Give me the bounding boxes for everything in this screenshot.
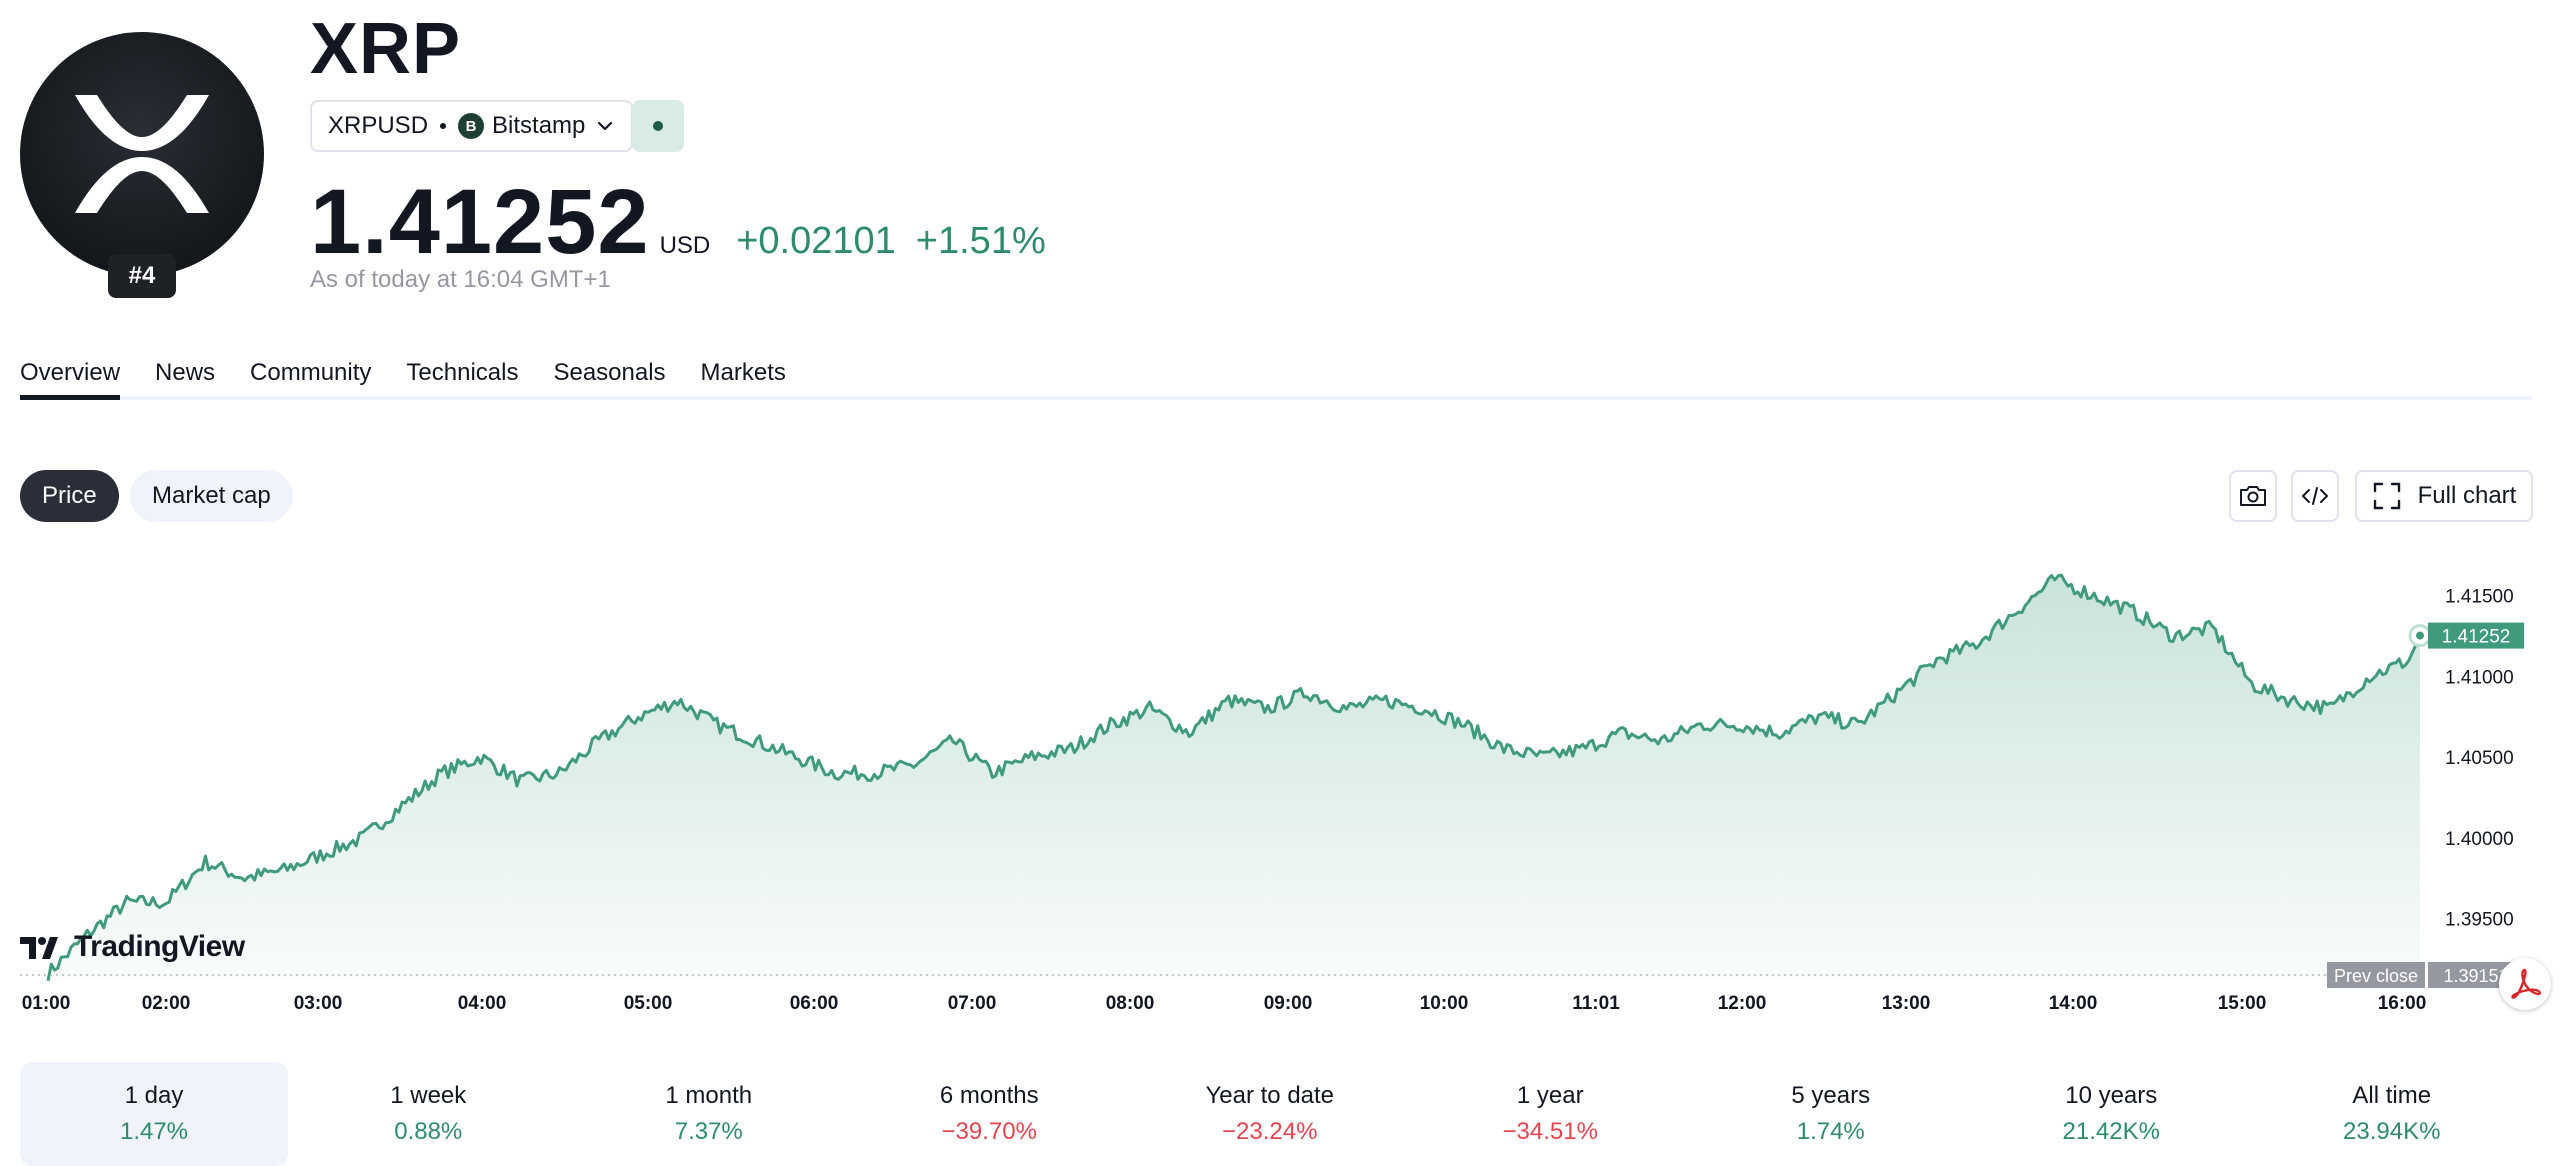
symbol-title: XRP [310,9,462,89]
y-tick-label: 1.40500 [2445,748,2514,769]
x-tick-label: 14:00 [2049,993,2098,1014]
rank-badge: #4 [108,254,176,298]
x-tick-label: 02:00 [142,993,191,1014]
period-value: 1.47% [119,1118,189,1145]
y-tick-label: 1.40000 [2445,829,2514,850]
performance-periods: 1 day 1.47% 1 week 0.88% 1 month 7.37% 6… [20,1062,2532,1166]
period-all-time[interactable]: All time 23.94K% [2252,1062,2533,1166]
embed-button[interactable] [2291,470,2339,522]
acrobat-icon [2511,968,2541,999]
x-tick-label: 16:00 [2378,993,2427,1014]
full-chart-button[interactable]: Full chart [2355,470,2533,522]
x-tick-label: 08:00 [1106,993,1155,1014]
period-label: 1 week [390,1082,467,1109]
status-dot-icon [653,121,663,131]
bitstamp-icon: B [458,113,485,139]
tradingview-logo[interactable]: TradingView [20,930,245,964]
x-tick-label: 07:00 [948,993,997,1014]
prev-close-tag [2327,961,2425,988]
period-value: 21.42K% [2062,1118,2160,1145]
price-change-percent: +1.51% [915,220,1046,262]
y-tick-label: 1.41000 [2445,667,2514,688]
x-tick-label: 01:00 [22,993,71,1014]
period-label: 1 year [1516,1082,1584,1109]
x-tick-label: 10:00 [1420,993,1469,1014]
x-tick-label: 09:00 [1264,993,1313,1014]
period-value: 7.37% [674,1118,743,1145]
last-price-dot [2416,631,2424,640]
price-series-line [46,573,2422,982]
period-value: 0.88% [394,1118,463,1145]
last-price: 1.41252 [310,171,650,273]
price-area-fill [48,575,2420,981]
period-label: 6 months [939,1082,1039,1109]
prev-close-tag-text: Prev close [2334,966,2418,986]
price-change: +0.02101 [736,220,896,262]
tradingview-mark-icon [20,937,58,959]
x-tick-label: 11:01 [1572,993,1620,1014]
market-cap-toggle-button[interactable]: Market cap [130,470,293,522]
tab-overview[interactable]: Overview [20,352,121,400]
snapshot-button[interactable] [2229,470,2277,522]
period-6-months[interactable]: 6 months −39.70% [849,1062,1130,1166]
period-value: −23.24% [1222,1118,1318,1145]
y-tick-label: 1.41500 [2445,587,2514,608]
period-5-years[interactable]: 5 years 1.74% [1691,1062,1972,1166]
separator-dot [440,123,447,129]
x-tick-label: 04:00 [458,993,507,1014]
x-tick-label: 12:00 [1718,993,1767,1014]
period-1-year[interactable]: 1 year −34.51% [1410,1062,1691,1166]
period-label: 10 years [2065,1082,2158,1109]
tab-markets[interactable]: Markets [700,359,786,386]
exchange-label: Bitstamp [492,112,586,139]
fullscreen-icon [2373,482,2400,510]
full-chart-label: Full chart [2417,482,2517,509]
tab-news[interactable]: News [155,359,216,386]
x-tick-label: 06:00 [790,993,839,1014]
period-label: 1 day [124,1082,184,1109]
code-icon [2302,487,2328,505]
x-tick-label: 05:00 [624,993,673,1014]
xrp-logo [20,32,264,276]
price-chart[interactable]: 1.41500 1.41000 1.40500 1.40000 1.39500 01:0… [0,540,2560,1020]
last-price-tag-text: 1.41252 [2442,627,2511,648]
as-of-timestamp: As of today at 16:04 GMT+1 [310,266,611,293]
chevron-down-icon [598,121,613,131]
x-tick-label: 15:00 [2218,993,2267,1014]
y-tick-label: 1.39500 [2445,910,2514,931]
period-label: 5 years [1791,1082,1871,1109]
period-1-day[interactable]: 1 day 1.47% [20,1062,288,1166]
tab-technicals[interactable]: Technicals [406,359,519,386]
period-year-to-date[interactable]: Year to date −23.24% [1130,1062,1411,1166]
x-tick-label: 13:00 [1882,993,1931,1014]
pair-label: XRPUSD [328,112,429,139]
period-label: 1 month [665,1082,753,1109]
tab-community[interactable]: Community [250,359,372,386]
period-label: All time [2352,1082,2432,1109]
exchange-group: B Bitstamp [458,112,585,140]
camera-icon [2240,486,2266,506]
period-label: Year to date [1205,1082,1335,1109]
period-value: 23.94K% [2343,1118,2441,1145]
period-1-month[interactable]: 1 month 7.37% [569,1062,850,1166]
market-status-button[interactable] [632,100,684,152]
last-price-tag [2428,622,2524,649]
tab-seasonals[interactable]: Seasonals [553,359,666,386]
exchange-selector[interactable]: XRPUSD B Bitstamp [310,100,634,152]
xrp-x-icon [75,95,209,213]
prev-close-value-text: 1.39151 [2443,966,2508,986]
period-value: 1.74% [1796,1118,1865,1145]
tradingview-wordmark: TradingView [74,930,245,963]
period-1-week[interactable]: 1 week 0.88% [288,1062,569,1166]
period-10-years[interactable]: 10 years 21.42K% [1971,1062,2252,1166]
price-currency: USD [659,232,711,259]
section-tabs: Overview News Community Technicals Seaso… [20,352,2532,400]
period-value: −34.51% [1502,1118,1598,1145]
period-value: −39.70% [941,1118,1037,1145]
price-toggle-button[interactable]: Price [20,470,119,522]
pdf-button[interactable] [2499,958,2551,1010]
price-row: 1.41252 USD +0.02101 +1.51% [310,170,1046,275]
x-tick-label: 03:00 [294,993,343,1014]
